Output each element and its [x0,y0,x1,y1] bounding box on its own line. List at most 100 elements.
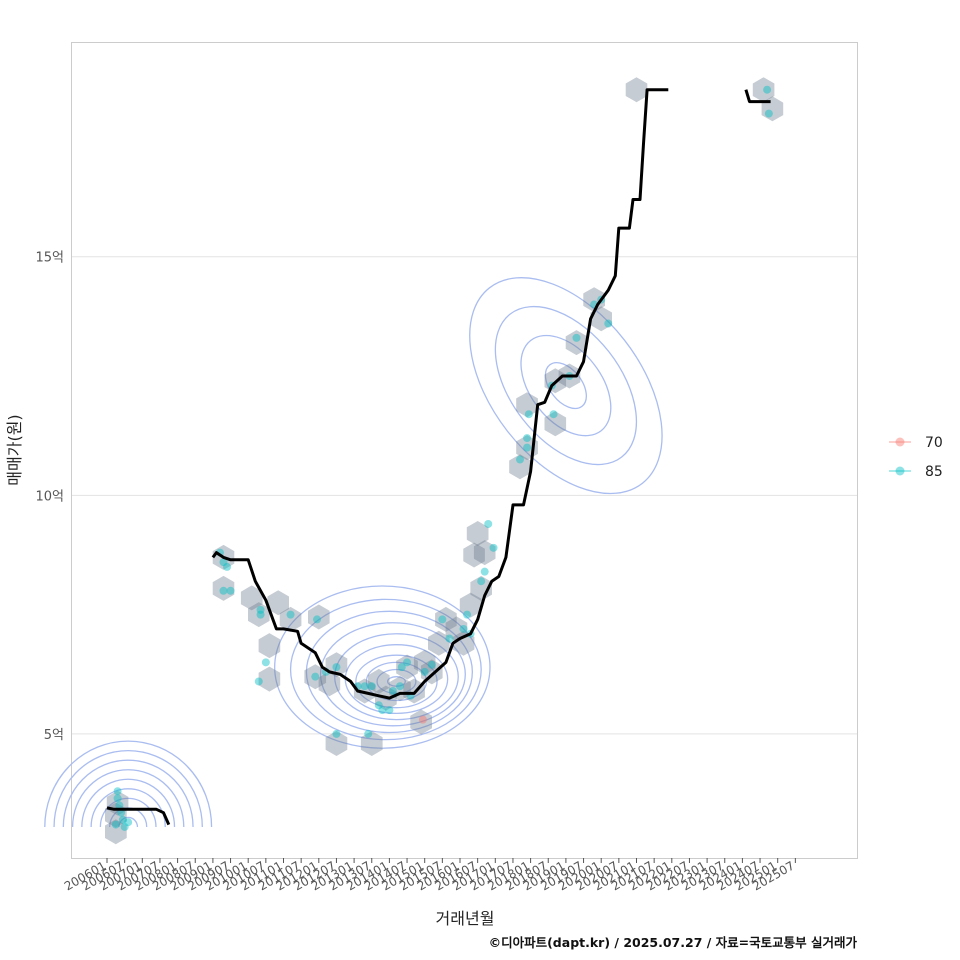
density-contour [81,778,176,827]
hexbin [473,540,496,566]
density-contour [71,769,185,827]
y-tick-label: 15억 [35,251,64,266]
data-point [489,543,498,552]
hexbin [279,606,302,632]
density-contours [44,277,663,828]
hexbin [353,678,376,704]
hexbin [459,592,482,618]
legend-label: 85 [925,464,943,480]
data-point [254,677,263,686]
data-point [226,586,235,595]
data-point [604,319,613,328]
hexbin [267,590,289,616]
density-contour [544,362,587,410]
x-axis-ticks: 2006012006072007012007072008012008072009… [62,858,797,894]
data-point [113,787,122,796]
hexbin [258,633,281,659]
data-point [115,801,124,810]
hexbin [428,630,450,656]
hexbin [368,668,390,694]
hexbin [625,77,648,103]
hexbin [565,330,588,356]
data-point [438,615,447,624]
x-axis-title: 거래년월 [436,909,495,928]
plot-panel [71,42,858,859]
data-point [549,410,558,419]
gridlines [72,256,857,735]
data-point [360,682,369,691]
data-point [764,109,773,118]
data-point [219,586,228,595]
data-point [313,615,322,624]
hexbin [248,602,270,628]
data-point [124,818,133,827]
hexbin [325,731,348,756]
hexbin [212,575,235,601]
data-point [118,815,127,824]
data-point [459,624,468,633]
data-point [463,610,472,619]
data-point [332,663,341,672]
hexbin [752,77,775,103]
data-point [311,672,320,681]
data-point [367,682,376,691]
legend-label: 70 [925,435,943,451]
data-point [420,667,429,676]
y-axis-title: 매매가(원) [5,414,24,485]
source-caption: ©디아파트(dapt.kr) / 2025.07.27 / 자료=국토교통부 실… [489,935,858,950]
hexbin [544,411,567,437]
data-point [219,558,228,567]
trend-segment [106,806,171,826]
y-tick-label: 10억 [35,489,64,504]
density-contour [289,598,482,741]
data-point [480,567,489,576]
data-point [524,410,533,419]
density-contour [386,676,406,687]
hexbin [445,616,468,642]
data-point [388,686,397,695]
hexbin [435,606,457,632]
hexbin-layer [105,77,784,845]
data-point [427,660,436,669]
data-point [120,822,129,831]
density-contour [99,797,157,827]
data-point [445,634,454,643]
data-point [477,577,486,586]
hexbin [304,664,327,690]
data-point [395,682,404,691]
hexbin [590,306,612,332]
trend-segment [211,88,669,700]
density-contour [274,585,491,749]
density-contour [355,654,438,709]
data-point [397,663,406,672]
data-point [286,610,295,619]
data-point [403,658,412,667]
y-axis-ticks: 5억 10억 15억 [35,251,64,743]
legend: 70 85 [889,435,943,480]
data-point [364,729,373,738]
data-point [223,562,232,571]
hexbin [308,604,330,630]
hexbin [105,819,127,845]
data-point [516,455,525,464]
density-contour [305,610,474,734]
legend-key-point [895,437,905,447]
data-point [763,85,772,94]
density-contour [44,740,213,827]
data-point [418,715,427,724]
hexbin [583,287,605,313]
density-contour [53,750,203,827]
data-point [256,605,265,614]
hexbin [413,649,436,675]
hexbin [509,454,531,480]
hexbin [410,709,432,735]
data-point [484,519,493,528]
hexbin [466,521,489,546]
trend-line [106,88,771,826]
density-contour [118,816,139,828]
density-contour [469,277,663,495]
legend-key-point [895,466,905,476]
hexbin [403,678,425,704]
hexbin [452,630,475,656]
hexbin [516,392,538,418]
